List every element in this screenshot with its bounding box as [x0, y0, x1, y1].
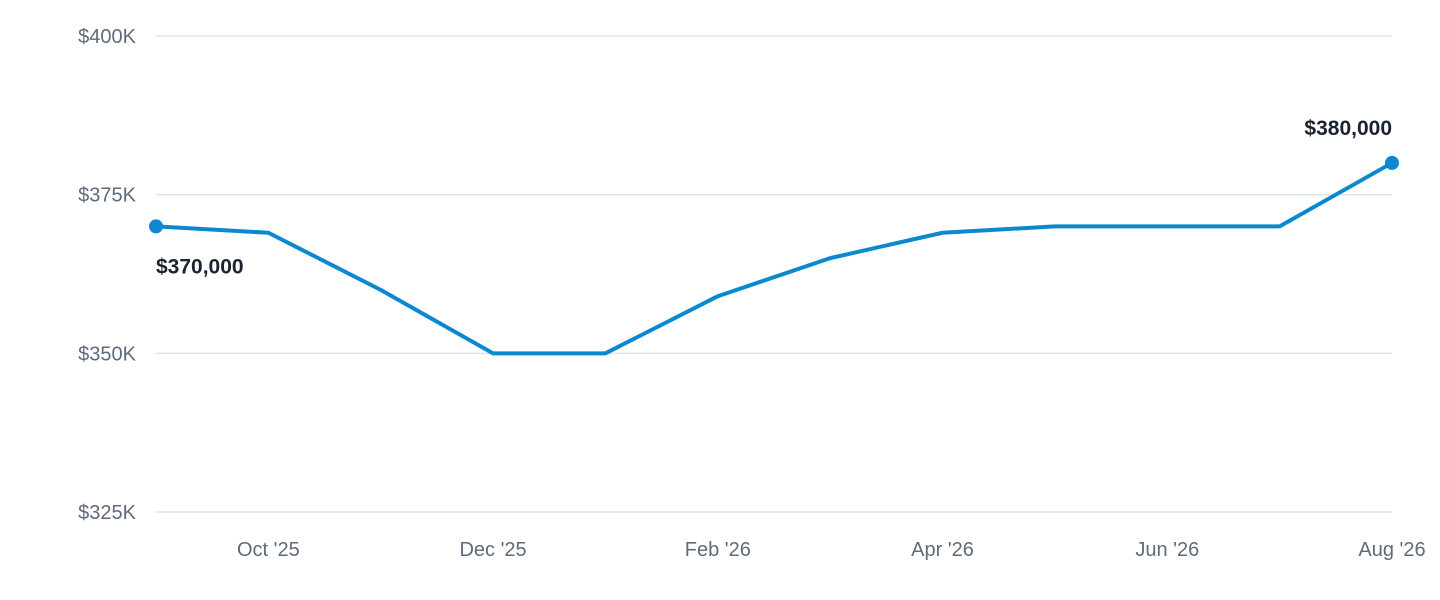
x-tick-label: Dec '25: [459, 539, 526, 561]
x-tick-label: Feb '26: [685, 539, 751, 561]
data-point-marker: [1385, 155, 1399, 170]
series-layer: [154, 160, 1394, 356]
y-tick-label: $325K: [78, 502, 136, 524]
y-axis-ticks: $325K $350K $375K $400K: [78, 26, 136, 524]
y-tick-label: $350K: [78, 343, 136, 365]
series-line-0: [154, 160, 1394, 356]
y-tick-label: $375K: [78, 185, 136, 207]
x-tick-label: Apr '26: [911, 539, 974, 561]
x-tick-label: Aug '26: [1358, 539, 1425, 561]
data-point-marker: [149, 219, 163, 234]
x-axis-ticks: Oct '25 Dec '25 Feb '26 Apr '26 Jun '26 Aug '…: [237, 539, 1426, 561]
data-label: $370,000: [156, 255, 244, 278]
x-tick-label: Jun '26: [1135, 539, 1199, 561]
x-tick-label: Oct '25: [237, 539, 300, 561]
grid-layer: [156, 35, 1392, 513]
data-label-layer: $370,000 $380,000: [149, 117, 1399, 278]
y-tick-label: $400K: [78, 26, 136, 48]
data-label: $380,000: [1304, 117, 1392, 140]
